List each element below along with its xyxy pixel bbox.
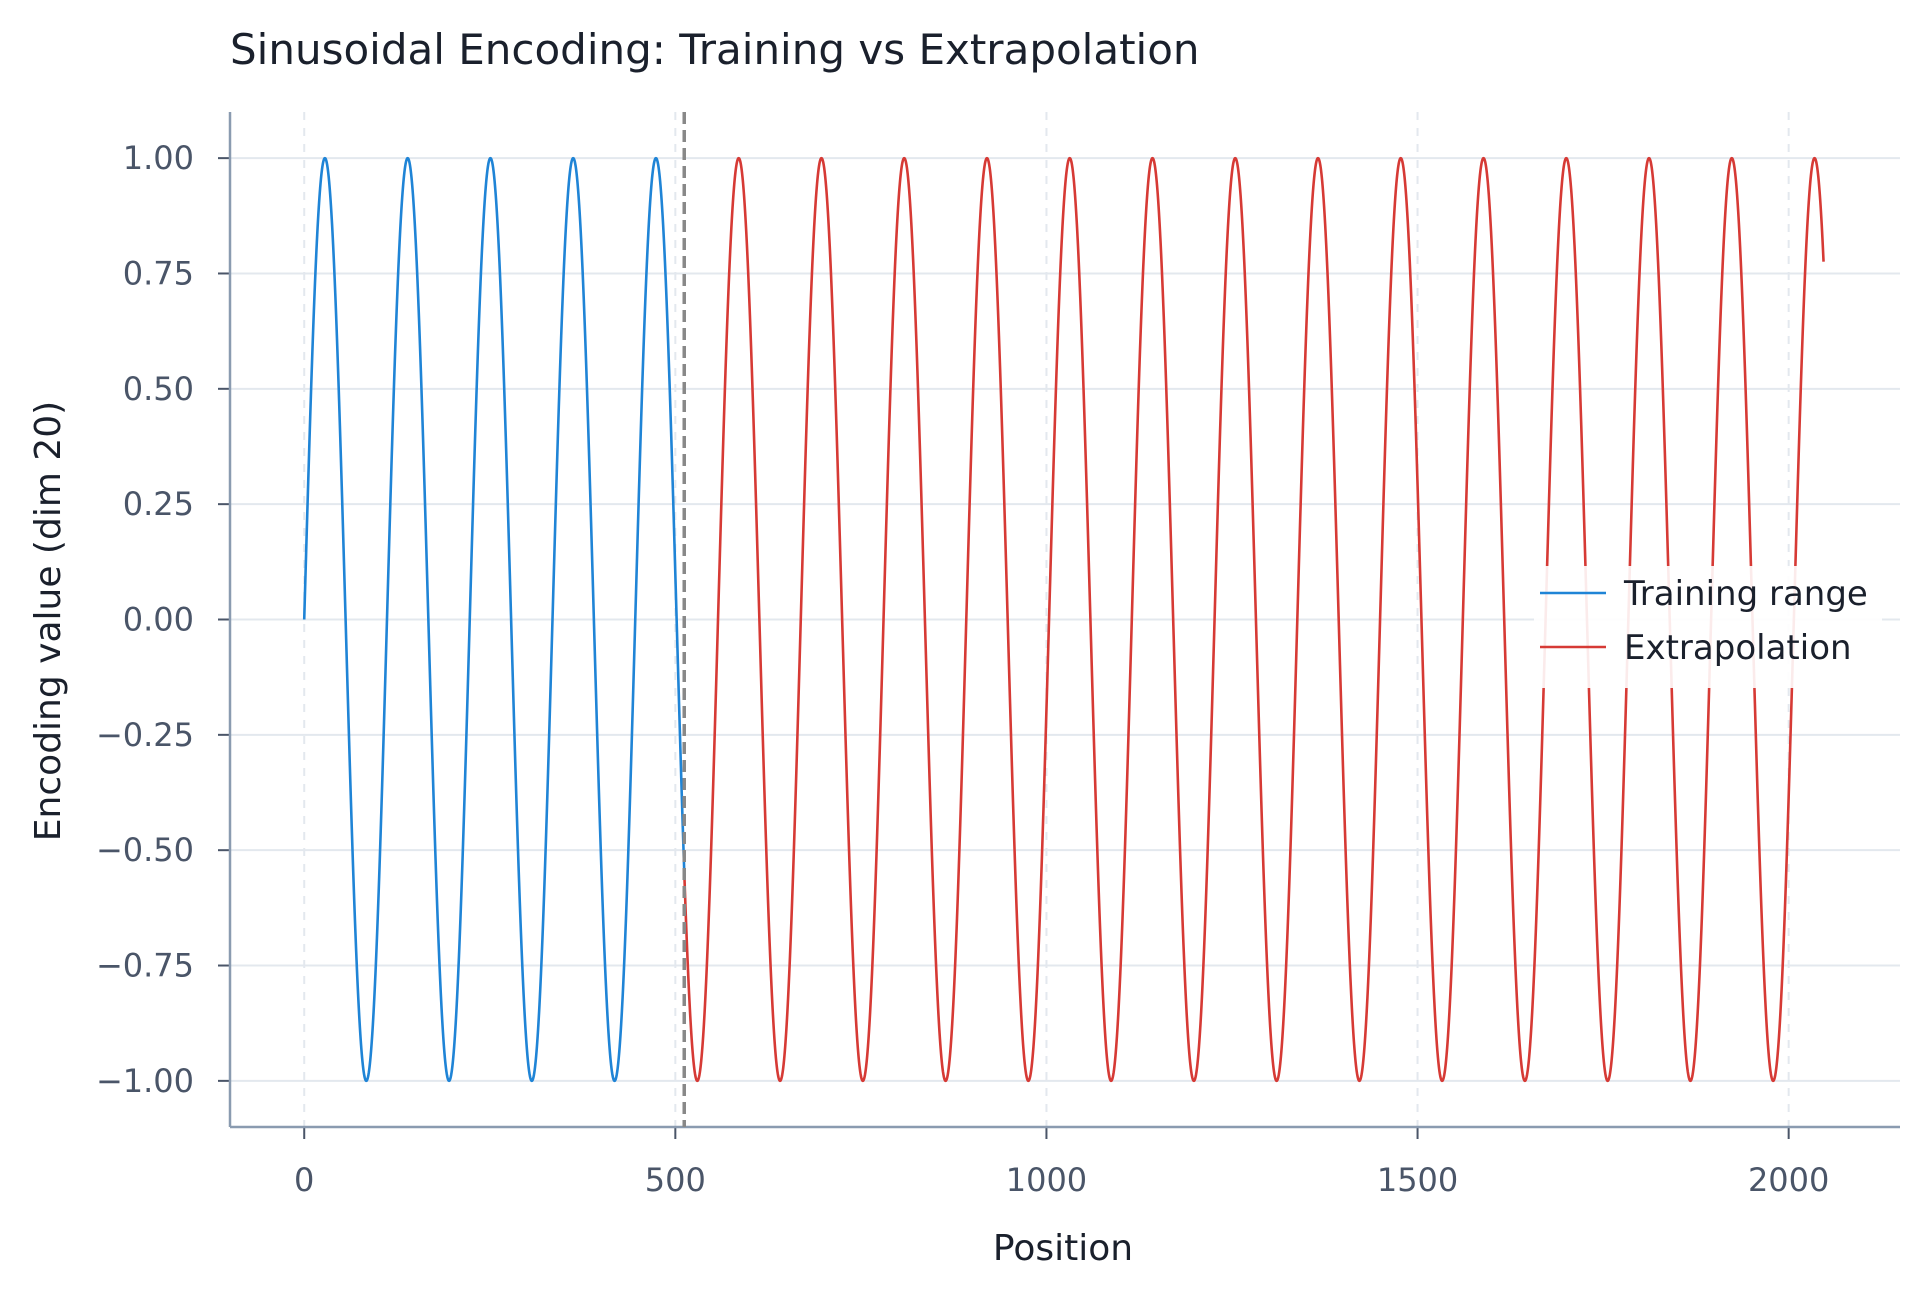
y-tick-label: 0.00 bbox=[123, 601, 194, 639]
legend-box bbox=[1534, 566, 1882, 688]
y-tick-label: −0.25 bbox=[96, 716, 194, 754]
legend-label: Extrapolation bbox=[1624, 628, 1852, 668]
y-tick-label: 0.75 bbox=[123, 254, 194, 292]
legend: Training range Extrapolation bbox=[1534, 566, 1882, 688]
x-tick-label: 500 bbox=[645, 1161, 706, 1199]
series-line-training-range bbox=[302, 156, 686, 1083]
axes bbox=[218, 112, 1900, 1139]
y-tick-label: 0.25 bbox=[123, 485, 194, 523]
x-tick-label: 2000 bbox=[1748, 1161, 1829, 1199]
y-tick-label: −0.75 bbox=[96, 947, 194, 985]
series-layer bbox=[302, 112, 1825, 1127]
x-tick-label: 0 bbox=[294, 1161, 314, 1199]
y-tick-label: 0.50 bbox=[123, 370, 194, 408]
y-tick-label: 1.00 bbox=[123, 139, 194, 177]
y-axis-title: Encoding value (dim 20) bbox=[28, 401, 69, 841]
y-tick-label: −1.00 bbox=[96, 1062, 194, 1100]
series-line-extrapolation bbox=[682, 156, 1825, 1083]
tick-labels: 1.00 0.75 0.50 0.25 0.00 −0.25 −0.50 −0.75 −1.00… bbox=[96, 139, 1829, 1199]
x-axis-title: Position bbox=[993, 1228, 1133, 1269]
chart-title: Sinusoidal Encoding: Training vs Extrapo… bbox=[230, 25, 1200, 74]
y-tick-label: −0.50 bbox=[96, 831, 194, 869]
x-tick-label: 1000 bbox=[1006, 1161, 1087, 1199]
x-tick-label: 1500 bbox=[1377, 1161, 1458, 1199]
legend-label: Training range bbox=[1623, 574, 1868, 614]
